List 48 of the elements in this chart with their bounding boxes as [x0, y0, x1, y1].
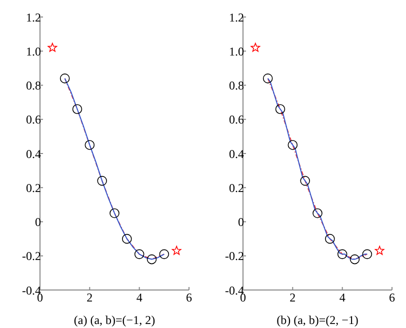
x-axis-title: (a) (a, b)=(−1, 2) — [74, 313, 156, 327]
point — [337, 249, 348, 260]
point — [325, 234, 335, 244]
y-tick-label: 0.4 — [26, 146, 41, 161]
point — [362, 249, 372, 260]
x-tick-label: 4 — [136, 290, 142, 305]
point — [300, 176, 310, 186]
y-tick-label: -0.2 — [225, 249, 244, 264]
point — [122, 234, 132, 244]
y-tick-label: 0.4 — [229, 146, 244, 161]
y-tick-label: -0.4 — [225, 283, 244, 298]
point — [250, 42, 260, 52]
point — [374, 246, 384, 255]
point — [350, 254, 360, 264]
y-tick-label: 0.8 — [229, 78, 244, 93]
point — [60, 74, 70, 84]
y-tick-label: 0.2 — [26, 180, 41, 195]
point — [48, 42, 58, 52]
point — [97, 176, 107, 186]
point — [134, 249, 144, 260]
point — [262, 74, 273, 84]
y-tick-label: 0 — [238, 215, 244, 230]
y-tick-label: -0.2 — [22, 249, 41, 264]
point — [159, 249, 170, 260]
y-tick-label: 0 — [35, 215, 41, 230]
y-tick-label: 1.0 — [26, 44, 41, 58]
x-tick-label: 4 — [339, 290, 346, 305]
x-tick-label: 6 — [389, 290, 395, 305]
y-tick-label: 0.2 — [229, 180, 244, 195]
x-tick-label: 2 — [290, 290, 296, 305]
y-tick-label: -0.4 — [22, 283, 41, 298]
point — [312, 208, 322, 218]
x-tick-label: 6 — [186, 290, 192, 305]
point — [72, 104, 82, 114]
x-tick-label: 2 — [86, 290, 93, 305]
point — [288, 140, 298, 150]
x-axis-title: (b) (a, b)=(2, −1) — [276, 313, 358, 327]
y-tick-label: 1.0 — [229, 44, 244, 58]
point — [84, 140, 95, 150]
y-tick-label: 0.6 — [229, 112, 244, 127]
point — [110, 208, 120, 218]
point — [172, 246, 182, 255]
point — [146, 254, 157, 264]
y-tick-label: 1.2 — [26, 10, 41, 24]
y-tick-label: 1.2 — [229, 10, 244, 24]
y-tick-label: 0.6 — [26, 112, 41, 127]
point — [275, 104, 286, 114]
y-tick-label: 0.8 — [26, 78, 41, 93]
